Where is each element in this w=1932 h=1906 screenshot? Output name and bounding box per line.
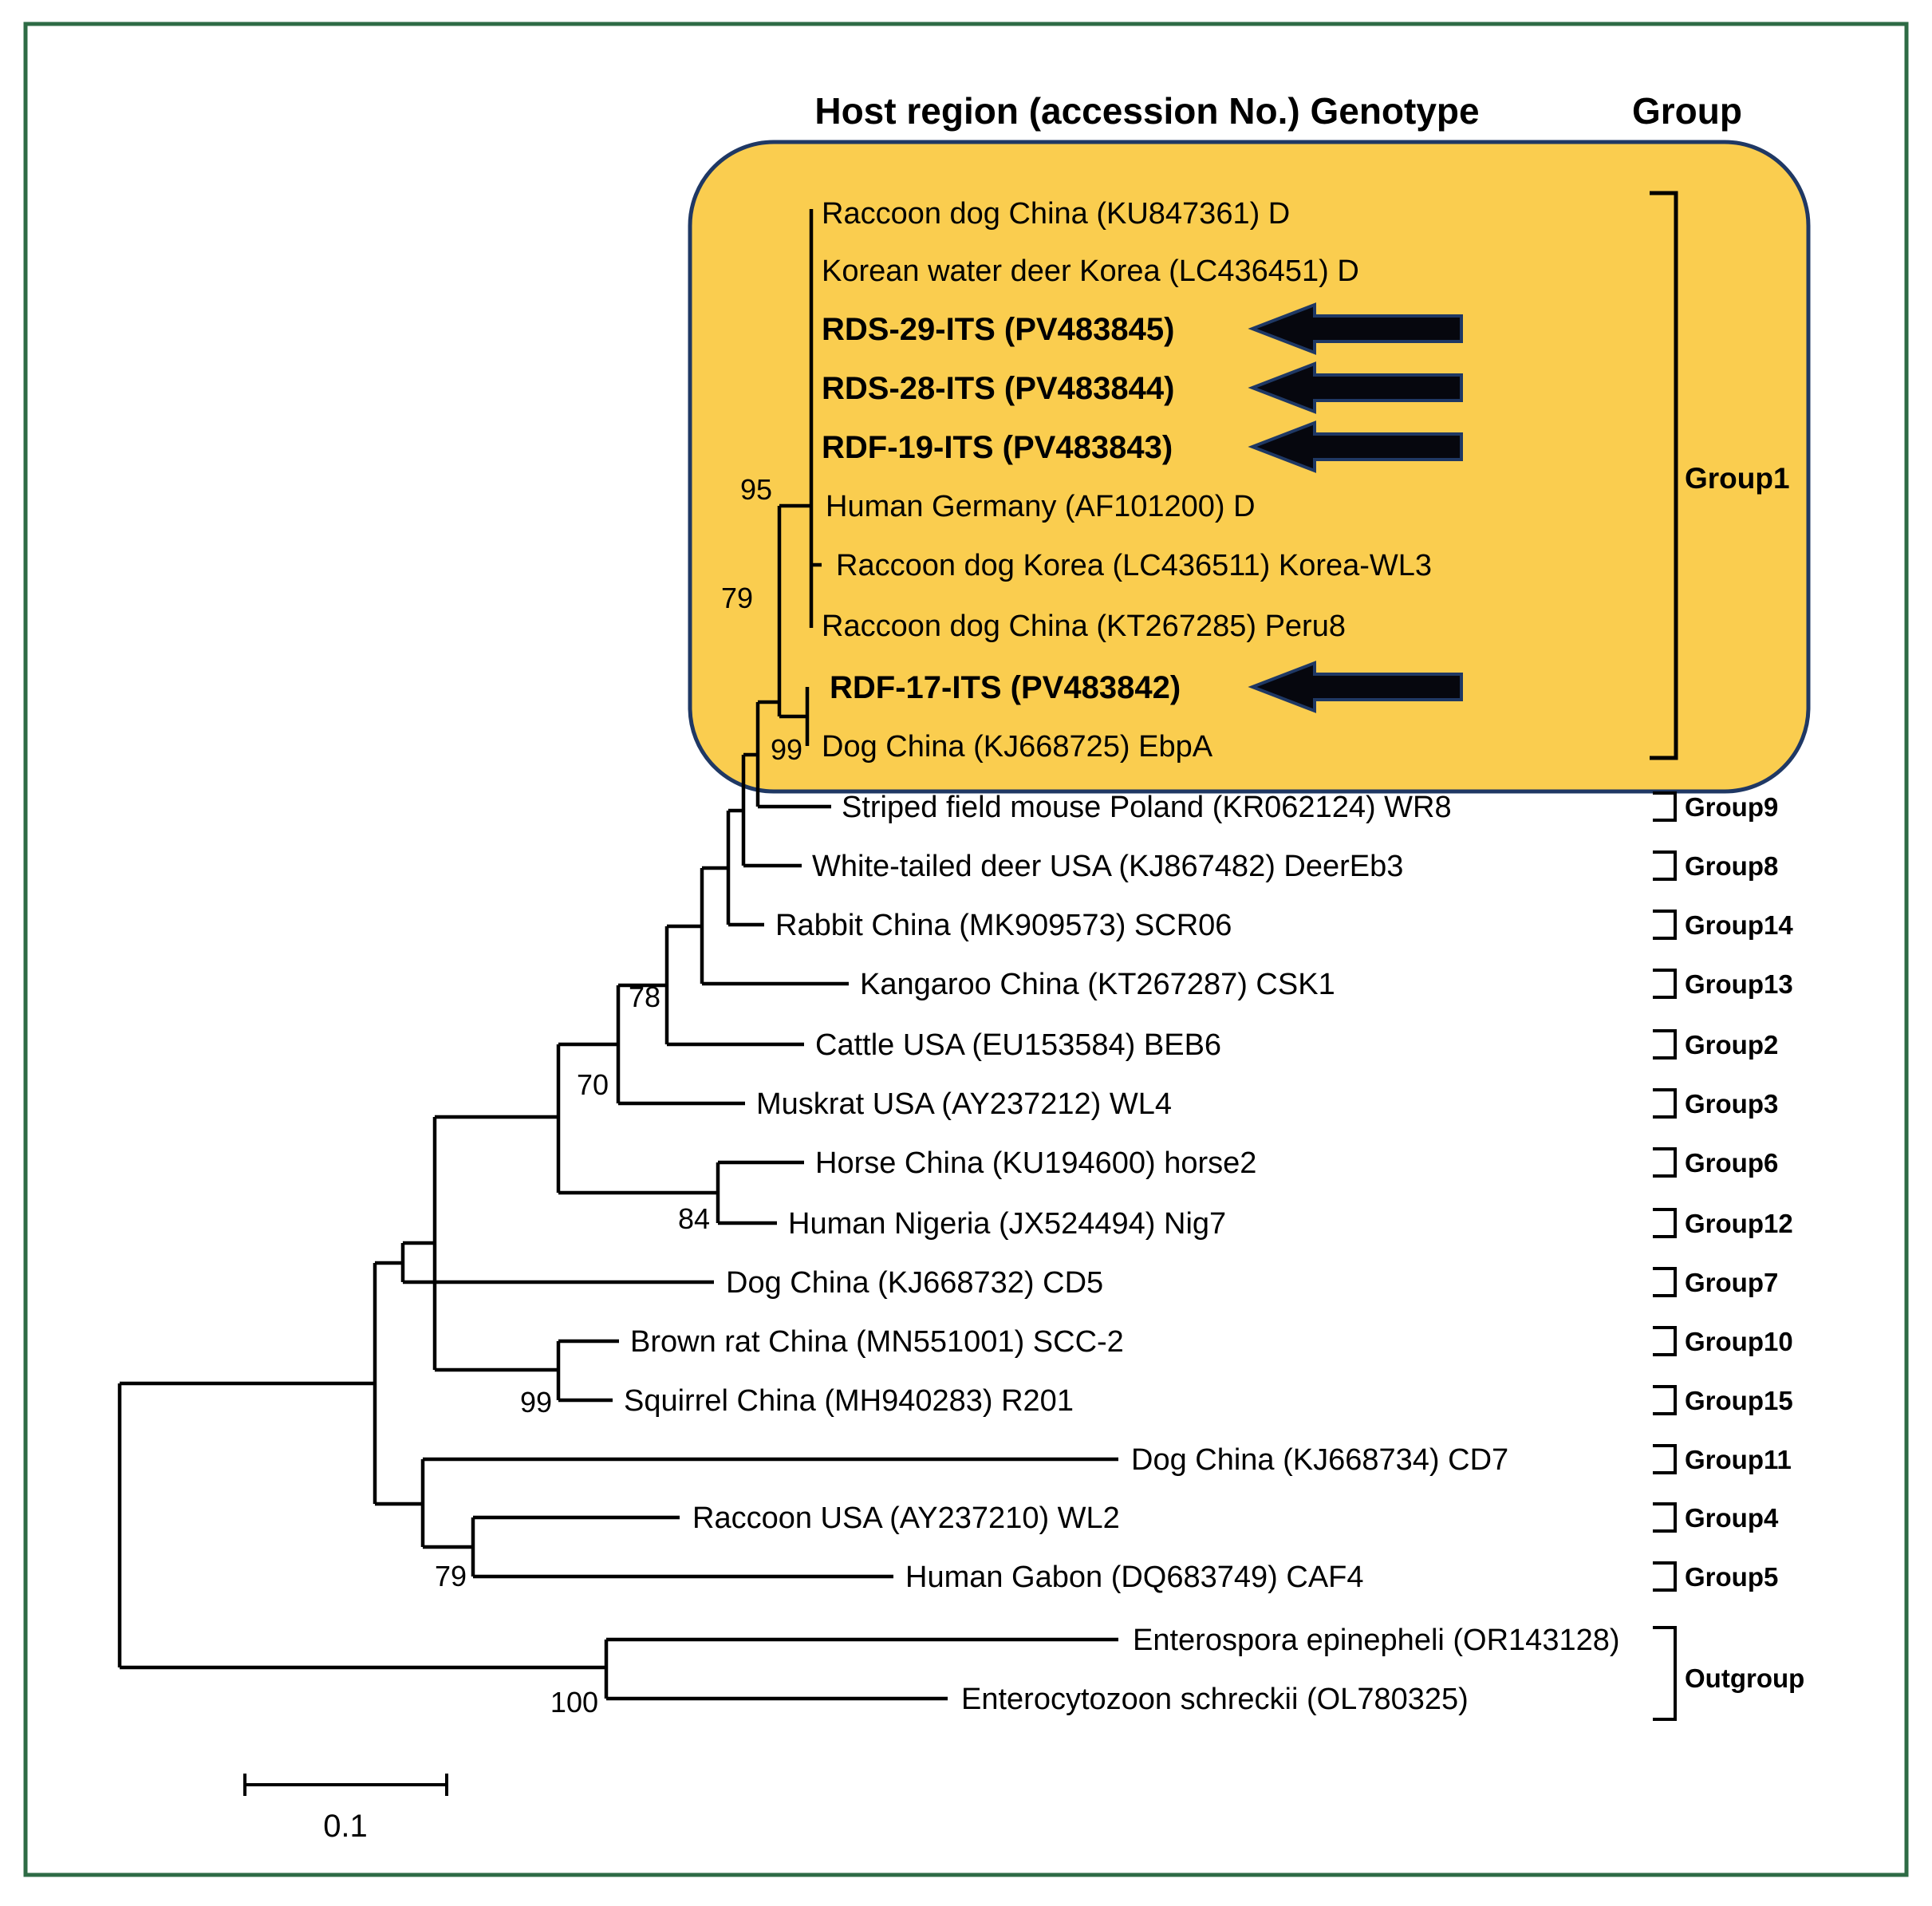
taxa-labels: Raccoon dog China (KU847361) D Korean wat… — [624, 197, 1620, 1716]
group-label: Group6 — [1685, 1148, 1778, 1178]
group-bracket — [1653, 1029, 1677, 1060]
bootstrap-value: 95 — [740, 473, 772, 506]
left-arrow-icon — [1248, 302, 1463, 355]
tree-branches — [117, 209, 1118, 1701]
taxon-label: Raccoon dog Korea (LC436511) Korea-WL3 — [836, 549, 1432, 582]
taxon-label: Cattle USA (EU153584) BEB6 — [815, 1028, 1221, 1062]
group-bracket — [1653, 1561, 1677, 1592]
taxon-label: Striped field mouse Poland (KR062124) WR… — [842, 791, 1452, 824]
taxon-label: Squirrel China (MH940283) R201 — [624, 1384, 1074, 1418]
taxon-label-sample: RDF-17-ITS (PV483842) — [830, 670, 1181, 705]
group-bracket — [1653, 1267, 1677, 1297]
taxon-label: Dog China (KJ668734) CD7 — [1131, 1443, 1508, 1477]
column-header-host: Host region (accession No.) Genotype — [814, 90, 1479, 132]
group-bracket — [1653, 1326, 1677, 1356]
group1-bracket — [1650, 191, 1678, 760]
taxon-label: Enterocytozoon schreckii (OL780325) — [961, 1683, 1469, 1716]
bootstrap-value: 78 — [629, 981, 660, 1013]
group-label: Group9 — [1685, 792, 1778, 822]
group-bracket — [1653, 1444, 1677, 1474]
group-bracket — [1653, 1385, 1677, 1415]
outgroup-bracket — [1653, 1626, 1677, 1721]
taxon-label: Raccoon dog China (KT267285) Peru8 — [822, 610, 1346, 643]
left-arrow-icon — [1248, 420, 1463, 473]
taxon-label-sample: RDS-28-ITS (PV483844) — [822, 371, 1174, 406]
taxon-label: Raccoon USA (AY237210) WL2 — [692, 1502, 1120, 1535]
taxon-label: Horse China (KU194600) horse2 — [815, 1146, 1256, 1180]
taxon-label-sample: RDF-19-ITS (PV483843) — [822, 430, 1173, 465]
taxon-label: Dog China (KJ668725) EbpA — [822, 730, 1213, 764]
group-label: Group2 — [1685, 1030, 1778, 1060]
bootstrap-value: 99 — [771, 733, 802, 766]
group-label: Group10 — [1685, 1327, 1793, 1356]
scale-bar-label: 0.1 — [323, 1809, 368, 1844]
scale-bar-line — [243, 1774, 448, 1796]
taxon-label: Human Germany (AF101200) D — [826, 490, 1256, 523]
group-label: Group4 — [1685, 1503, 1779, 1533]
group-bracket — [1653, 791, 1677, 822]
group-bracket — [1653, 850, 1677, 881]
taxon-label: Enterospora epinepheli (OR143128) — [1133, 1624, 1620, 1657]
left-arrow-icon — [1248, 661, 1463, 713]
group-bracket — [1653, 910, 1677, 940]
sample-arrows — [1248, 302, 1463, 713]
bootstrap-value: 100 — [550, 1686, 598, 1719]
taxon-label: White-tailed deer USA (KJ867482) DeerEb3 — [812, 850, 1403, 883]
group1-highlight-box — [688, 140, 1811, 794]
taxon-label: Human Gabon (DQ683749) CAF4 — [905, 1561, 1364, 1594]
group-label: Group7 — [1685, 1268, 1778, 1297]
bootstrap-values: 95 79 99 78 70 84 99 79 100 — [435, 473, 802, 1719]
group-label: Group15 — [1685, 1386, 1793, 1415]
taxon-label: Korean water deer Korea (LC436451) D — [822, 255, 1359, 288]
left-arrow-icon — [1248, 361, 1463, 414]
group-label: Group12 — [1685, 1209, 1793, 1238]
group-label: Group14 — [1685, 910, 1793, 940]
taxon-label-sample: RDS-29-ITS (PV483845) — [822, 312, 1174, 347]
outgroup-label: Outgroup — [1685, 1663, 1804, 1693]
figure-border — [23, 22, 1909, 1877]
bootstrap-value: 79 — [435, 1560, 467, 1592]
bootstrap-value: 70 — [577, 1068, 609, 1101]
taxon-label: Dog China (KJ668732) CD5 — [726, 1266, 1103, 1300]
taxon-label: Kangaroo China (KT267287) CSK1 — [860, 968, 1335, 1001]
group-label: Group11 — [1685, 1445, 1792, 1474]
group-label: Group8 — [1685, 851, 1778, 881]
taxon-label: Human Nigeria (JX524494) Nig7 — [788, 1207, 1226, 1241]
taxon-label: Raccoon dog China (KU847361) D — [822, 197, 1290, 231]
group-label: Group5 — [1685, 1562, 1778, 1592]
group1-label: Group1 — [1685, 462, 1790, 495]
group-bracket — [1653, 1088, 1677, 1119]
column-header-group: Group — [1632, 90, 1742, 132]
taxon-label: Rabbit China (MK909573) SCR06 — [775, 909, 1232, 942]
group-bracket — [1653, 1208, 1677, 1238]
group-labels: Group9 Group8 Group14 Group13 Group2 Group3 Gr… — [1653, 791, 1793, 1592]
bootstrap-value: 84 — [678, 1202, 710, 1235]
bootstrap-value: 99 — [520, 1386, 552, 1419]
scale-bar: 0.1 — [243, 1774, 448, 1844]
group-bracket — [1653, 1502, 1677, 1533]
group-bracket — [1653, 1147, 1677, 1178]
taxon-label: Muskrat USA (AY237212) WL4 — [756, 1087, 1172, 1121]
taxon-label: Brown rat China (MN551001) SCC-2 — [630, 1325, 1124, 1359]
group-label: Group13 — [1685, 969, 1793, 999]
bootstrap-value: 79 — [721, 582, 753, 614]
group-bracket — [1653, 969, 1677, 999]
group-label: Group3 — [1685, 1089, 1778, 1119]
